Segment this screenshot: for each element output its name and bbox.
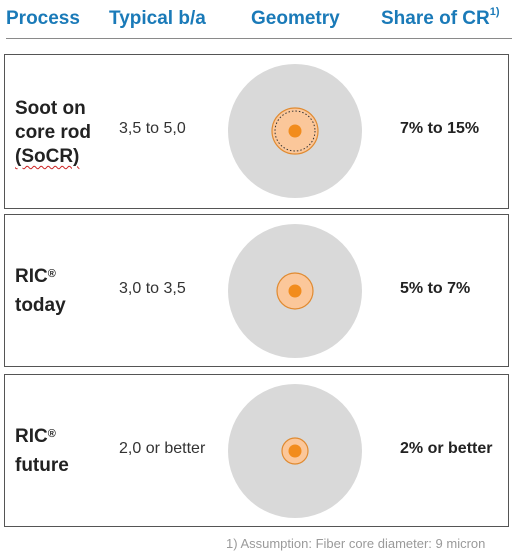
- registered-mark: ®: [47, 428, 56, 440]
- process-brand: RIC: [15, 426, 48, 447]
- process-name: Soot on core rod (SoCR): [15, 97, 91, 169]
- process-line: RIC®: [15, 425, 69, 449]
- row-socr: Soot on core rod (SoCR) 3,5 to 5,0 7% to…: [4, 54, 509, 209]
- core-circle: [288, 284, 302, 298]
- header-geometry: Geometry: [251, 8, 340, 29]
- process-line: Soot on: [15, 98, 86, 119]
- header-divider: [6, 38, 512, 39]
- typical-ba-value: 3,5 to 5,0: [119, 120, 186, 137]
- process-line: core rod: [15, 122, 92, 143]
- share-value: 7% to 15%: [400, 120, 480, 137]
- process-line: RIC®: [15, 265, 66, 289]
- process-line: (SoCR): [15, 146, 80, 167]
- fiber-geometry: [228, 384, 362, 518]
- header-share-label: Share of CR: [381, 8, 490, 29]
- row-ric-future: RIC® future 2,0 or better 2% or better: [4, 374, 509, 527]
- soot-boundary-circle: [274, 110, 316, 152]
- header-share-footnote-mark: 1): [489, 6, 500, 18]
- header-share: Share of CR1): [381, 6, 500, 30]
- typical-ba-value: 2,0 or better: [119, 440, 206, 457]
- core-circle: [288, 444, 302, 458]
- core-circle: [288, 124, 302, 138]
- fiber-geometry: [228, 64, 362, 198]
- fiber-geometry: [228, 224, 362, 358]
- share-value: 2% or better: [400, 440, 493, 457]
- registered-mark: ®: [47, 268, 56, 280]
- process-line: today: [15, 295, 66, 316]
- process-name: RIC® today: [15, 265, 66, 318]
- header-typical-ba: Typical b/a: [109, 8, 206, 29]
- header-process: Process: [6, 8, 80, 29]
- typical-ba-value: 3,0 to 3,5: [119, 280, 186, 297]
- share-value: 5% to 7%: [400, 280, 471, 297]
- process-brand: RIC: [15, 266, 48, 287]
- footnote: 1) Assumption: Fiber core diameter: 9 mi…: [226, 536, 486, 551]
- row-ric-today: RIC® today 3,0 to 3,5 5% to 7%: [4, 214, 509, 367]
- process-name: RIC® future: [15, 425, 69, 478]
- process-line: future: [15, 455, 69, 476]
